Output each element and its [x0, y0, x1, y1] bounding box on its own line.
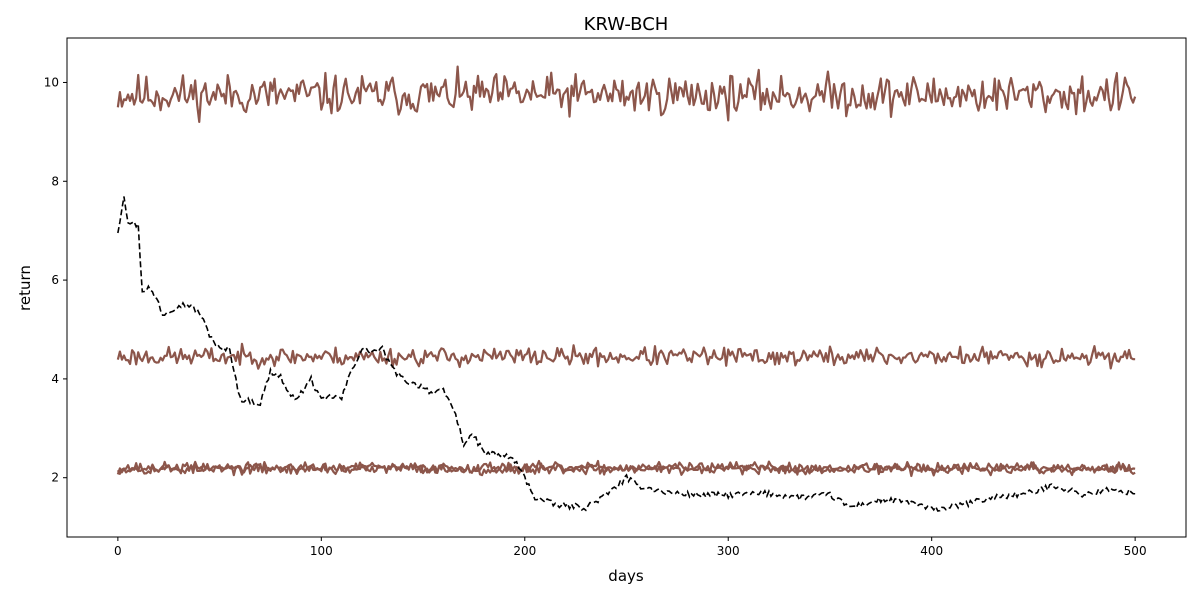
chart-title: KRW-BCH [584, 14, 669, 35]
y-tick-label: 8 [51, 174, 59, 188]
x-tick-label: 200 [513, 544, 536, 558]
x-tick-label: 300 [717, 544, 740, 558]
plot-lines [116, 65, 1137, 512]
line-series-high [116, 65, 1137, 123]
y-tick-label: 6 [51, 273, 59, 287]
x-tick-label: 0 [114, 544, 122, 558]
y-axis: 2 4 6 8 10 [44, 75, 67, 485]
x-tick-label: 100 [310, 544, 333, 558]
line-series-mid [116, 342, 1136, 370]
x-axis: 0 100 200 300 400 500 [114, 537, 1147, 558]
y-axis-label: return [16, 265, 34, 311]
y-tick-label: 10 [44, 75, 59, 89]
plot-frame [66, 37, 1187, 538]
y-tick-label: 4 [51, 372, 59, 386]
x-tick-label: 500 [1124, 544, 1147, 558]
line-series-low-b [116, 460, 1136, 478]
x-tick-label: 400 [920, 544, 943, 558]
y-tick-label: 2 [51, 471, 59, 485]
x-axis-label: days [608, 567, 644, 585]
line-price [117, 196, 1136, 512]
